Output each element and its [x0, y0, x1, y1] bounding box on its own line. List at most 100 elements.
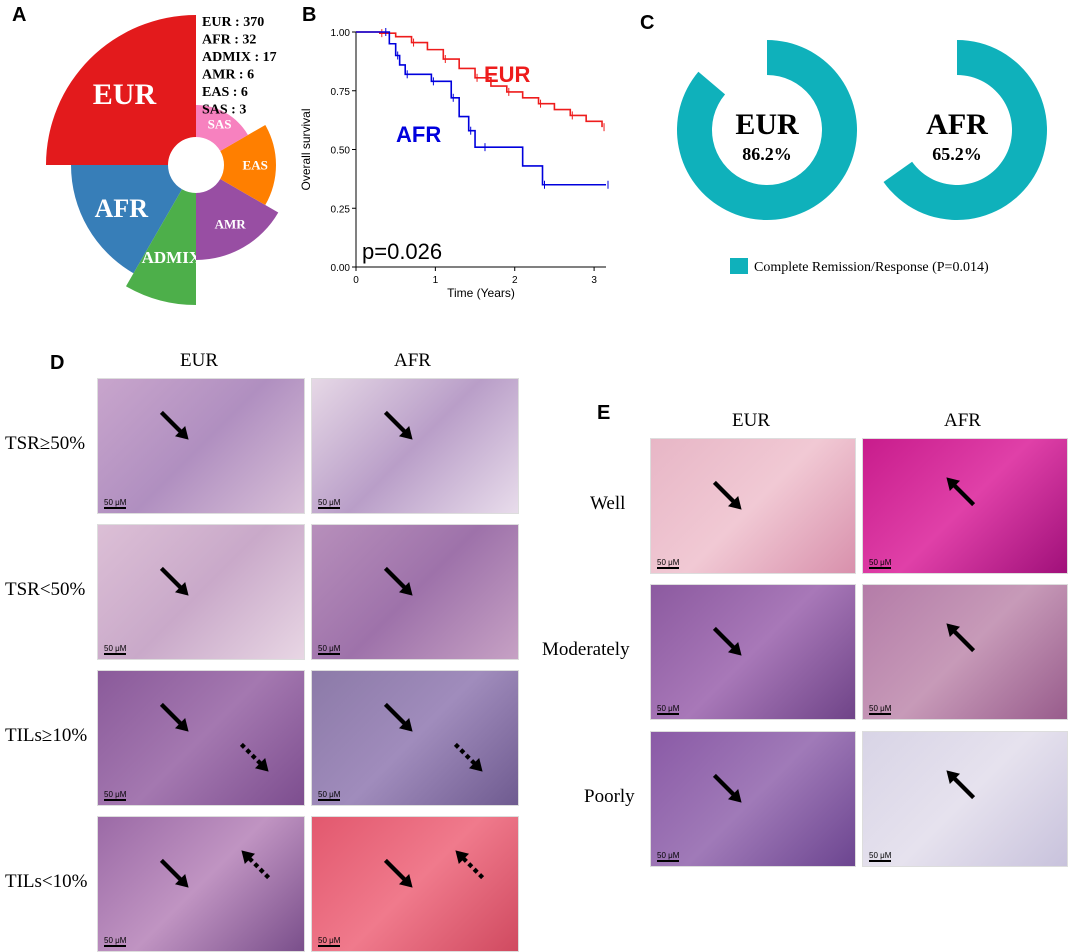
arrow-head: [946, 623, 960, 637]
d-column-header-afr: AFR: [394, 350, 431, 371]
legend-label: Complete Remission/Response (P=0.014): [754, 260, 989, 275]
scale-bar-label: 50 μM: [318, 644, 341, 655]
dashed-arrow: [241, 850, 271, 880]
y-tick-label: 1.00: [331, 28, 351, 39]
arrow-shaft: [383, 410, 408, 435]
arrow-head: [175, 426, 189, 440]
d-micrograph: 50 μM: [311, 378, 519, 514]
polar-sector-eur: [46, 15, 196, 165]
x-tick-label: 2: [512, 275, 518, 286]
scale-bar-label: 50 μM: [869, 558, 892, 569]
km-curve-afr: [356, 31, 606, 186]
solid-arrow: [712, 773, 742, 803]
panel-letter-c: C: [640, 12, 655, 34]
polar-sector-sas: [196, 105, 248, 151]
scale-bar-label: 50 μM: [104, 790, 127, 801]
d-micrograph: 50 μM: [97, 670, 305, 806]
x-tick-label: 0: [353, 275, 359, 286]
polar-count-afr: AFR : 32: [202, 33, 256, 48]
donut-value-afr: 65.2%: [932, 144, 982, 164]
arrow-head: [469, 758, 483, 772]
arrow-head: [728, 789, 742, 803]
series-label-eur: EUR: [484, 62, 531, 87]
arrow-head: [175, 874, 189, 888]
d-column-header-eur: EUR: [180, 350, 218, 371]
e-row-header: Well: [590, 493, 626, 514]
arrow-shaft: [383, 858, 408, 883]
polar-count-amr: AMR : 6: [202, 68, 254, 83]
arrow-head: [399, 874, 413, 888]
arrow-shaft: [712, 626, 737, 651]
arrow-shaft: [159, 702, 184, 727]
arrow-shaft: [951, 775, 976, 800]
donut-arc-afr: [883, 40, 1047, 221]
solid-arrow: [946, 477, 976, 507]
d-micrograph: 50 μM: [311, 670, 519, 806]
arrow-head: [175, 582, 189, 596]
arrow-shaft: [159, 410, 184, 435]
scale-bar-label: 50 μM: [657, 558, 680, 569]
d-micrograph: 50 μM: [97, 816, 305, 952]
y-tick-label: 0.75: [331, 87, 351, 98]
d-row-header: TILs<10%: [5, 871, 88, 892]
arrow-shaft: [712, 773, 737, 798]
polar-sector-eas: [220, 125, 276, 205]
arrow-head: [946, 770, 960, 784]
d-row-header: TSR≥50%: [5, 433, 86, 454]
solid-arrow: [383, 410, 413, 440]
solid-arrow: [383, 702, 413, 732]
arrow-head: [946, 477, 960, 491]
legend-swatch: [730, 258, 748, 274]
panel-letter-a: A: [12, 4, 27, 26]
remission-donut-charts: EUR 86.2% AFR 65.2% Complete Remission/Respo…: [677, 40, 1047, 275]
polar-sector-amr: [196, 179, 279, 260]
scale-bar-label: 50 μM: [104, 498, 127, 509]
e-row-header: Poorly: [584, 786, 635, 807]
e-micrograph: 50 μM: [650, 438, 856, 574]
dashed-arrow: [239, 742, 269, 772]
scale-bar-label: 50 μM: [318, 790, 341, 801]
polar-label-sas: SAS: [208, 117, 232, 132]
arrow-shaft: [159, 566, 184, 591]
solid-arrow: [159, 858, 189, 888]
y-tick-label: 0.50: [331, 146, 351, 157]
polar-count-eur: EUR : 370: [202, 15, 264, 30]
x-axis-title: Time (Years): [447, 286, 515, 300]
solid-arrow: [946, 623, 976, 653]
arrow-shaft: [712, 480, 737, 505]
d-micrograph: 50 μM: [97, 524, 305, 660]
arrow-shaft: [460, 855, 485, 880]
arrow-shaft: [951, 482, 976, 507]
e-column-header-afr: AFR: [944, 410, 981, 431]
solid-arrow: [712, 626, 742, 656]
polar-label-eur: EUR: [93, 78, 157, 111]
scale-bar-label: 50 μM: [869, 704, 892, 715]
dashed-arrow: [455, 850, 485, 880]
arrow-head: [255, 758, 269, 772]
polar-sector-afr: [71, 165, 182, 274]
panel-letter-d: D: [50, 352, 65, 374]
arrow-head: [399, 582, 413, 596]
d-micrograph: 50 μM: [97, 378, 305, 514]
scale-bar-label: 50 μM: [104, 644, 127, 655]
x-tick-label: 3: [591, 275, 597, 286]
arrow-head: [728, 496, 742, 510]
ancestry-polar-chart: EUR AFR ADMIX AMR EAS SAS EUR : 370 AFR : 32 ADM…: [46, 15, 279, 305]
arrow-shaft: [239, 742, 264, 767]
solid-arrow: [383, 858, 413, 888]
polar-count-sas: SAS : 3: [202, 103, 246, 118]
scale-bar-label: 50 μM: [318, 936, 341, 947]
e-micrograph: 50 μM: [650, 731, 856, 867]
polar-label-afr: AFR: [95, 194, 149, 223]
solid-arrow: [159, 702, 189, 732]
arrow-shaft: [383, 702, 408, 727]
donut-arc-eur: [677, 40, 857, 220]
d-micrograph: 50 μM: [311, 816, 519, 952]
d-row-header: TILs≥10%: [5, 725, 88, 746]
e-column-header-eur: EUR: [732, 410, 770, 431]
donut-value-eur: 86.2%: [742, 144, 792, 164]
survival-chart: 0.00 0.25 0.50 0.75 1.00 0 1 2 3 Time (Years) Over…: [299, 28, 609, 300]
scale-bar-label: 50 μM: [869, 851, 892, 862]
x-tick-label: 1: [433, 275, 439, 286]
km-curve-eur: [356, 31, 603, 128]
